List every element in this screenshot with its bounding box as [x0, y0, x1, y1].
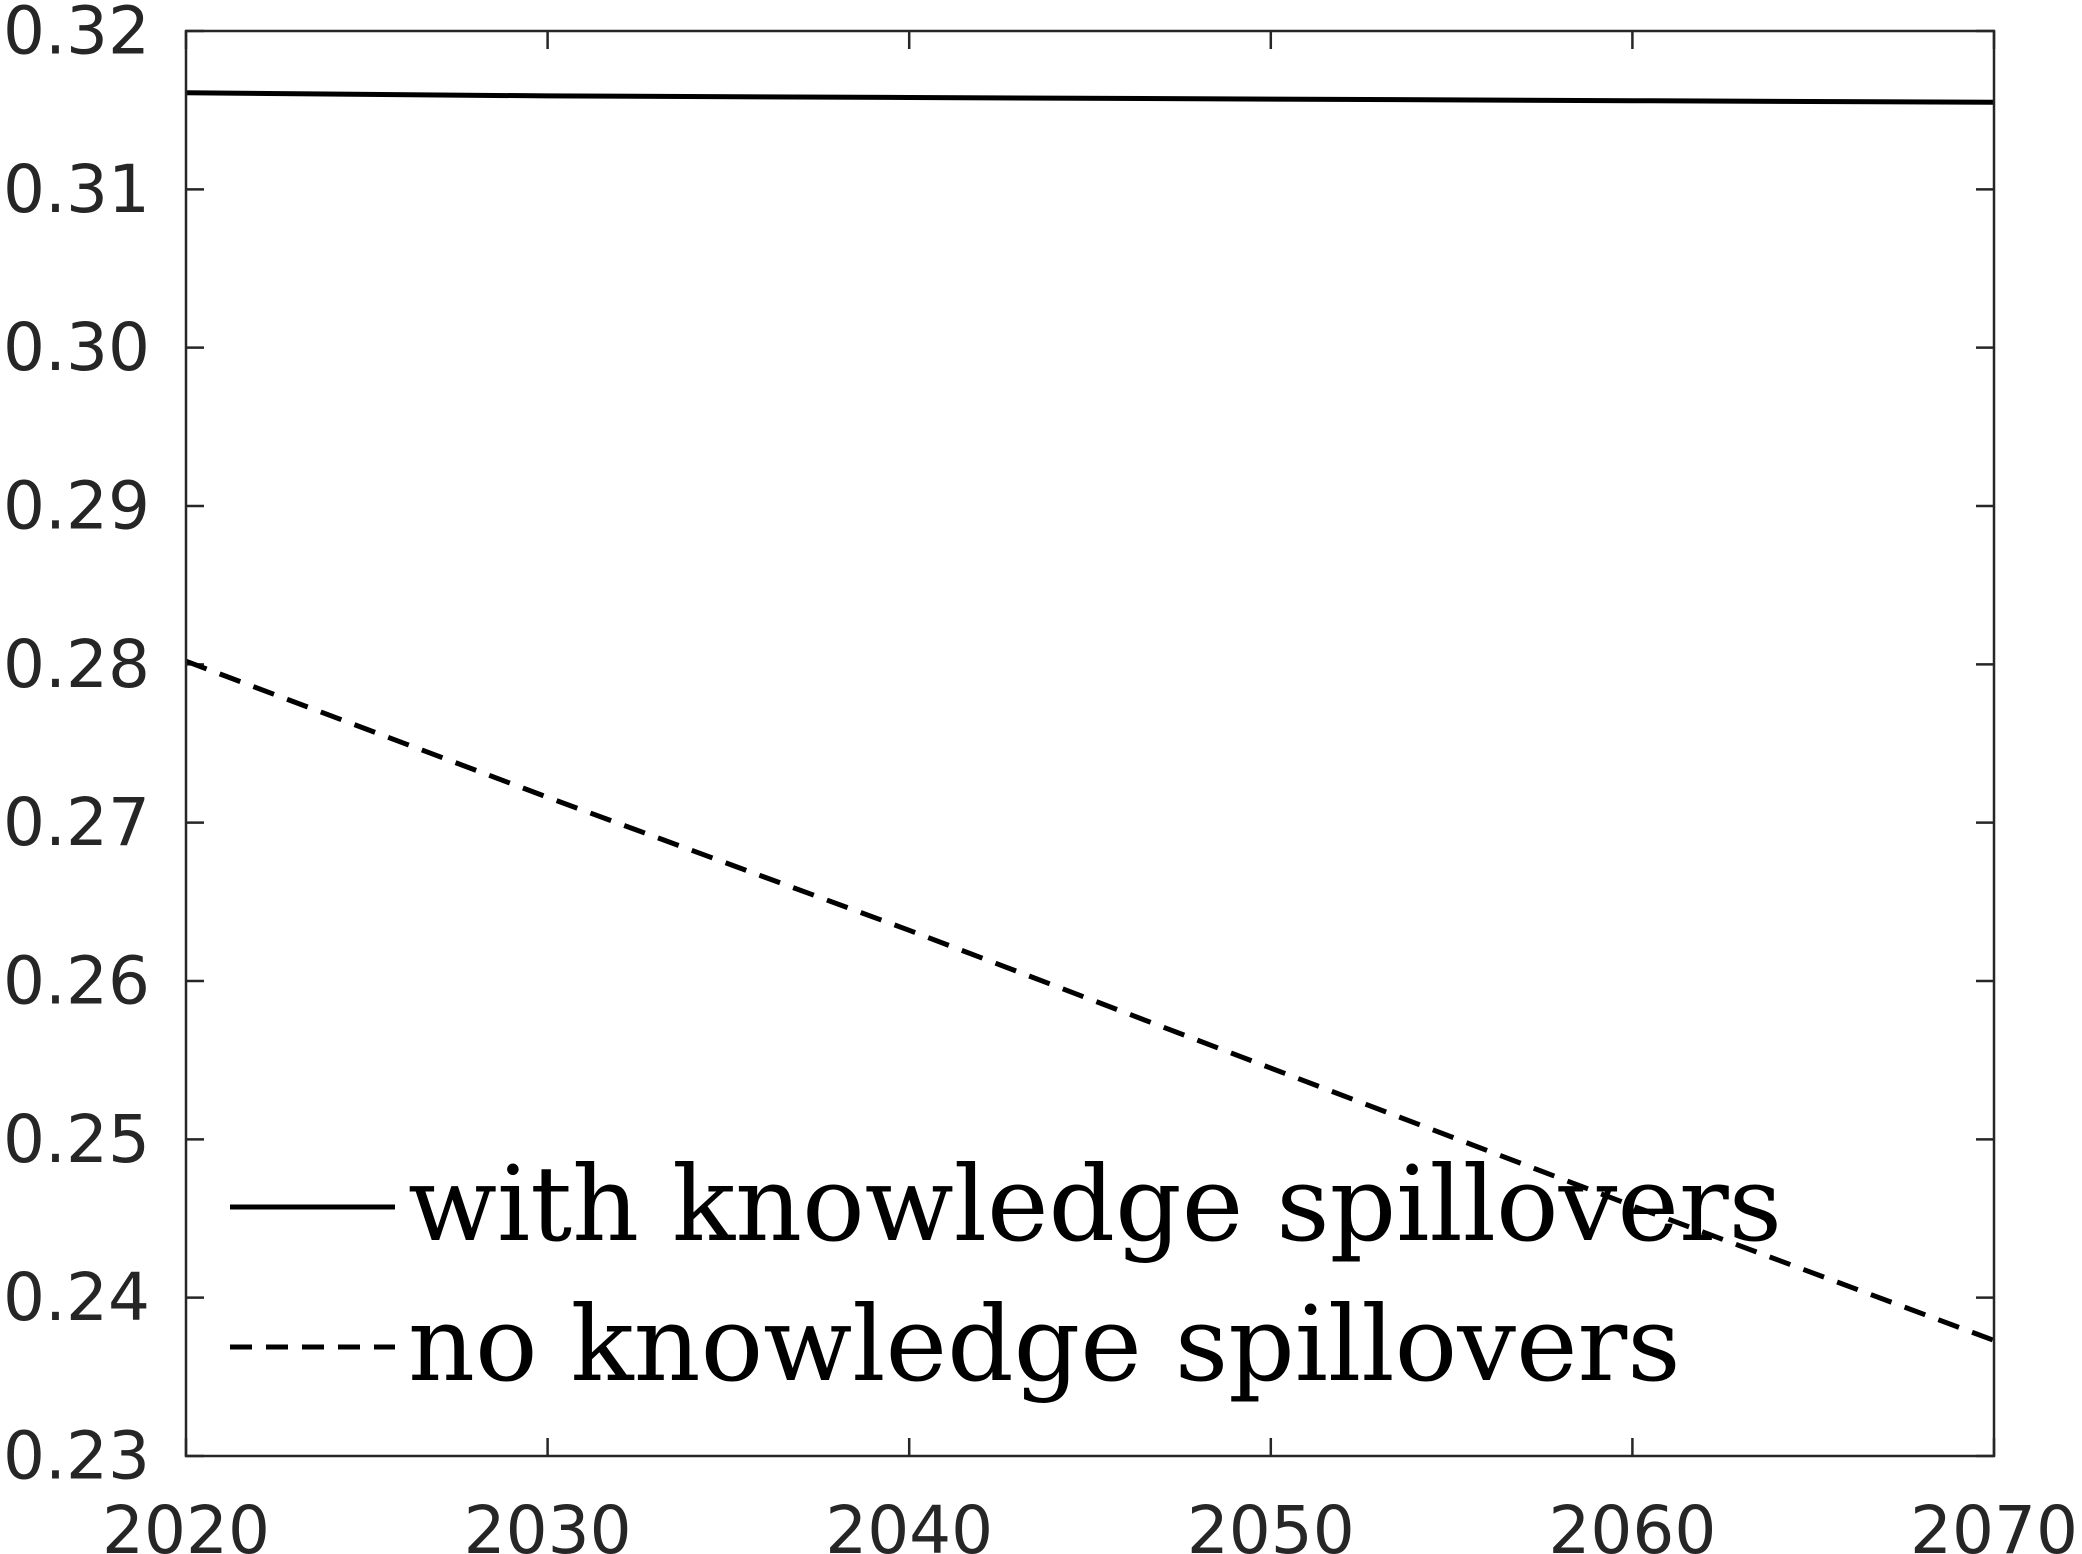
y-tick-label: 0.27 [3, 784, 150, 861]
series-layer [185, 90, 1995, 1343]
axis-ticks [184, 29, 1996, 1458]
x-tick-label: 2040 [825, 1492, 993, 1554]
y-tick-label: 0.24 [3, 1259, 150, 1336]
y-tick-label: 0.30 [3, 309, 150, 386]
y-axis-tick-labels: 0.23 0.24 0.25 0.26 0.27 0.28 0.29 0.30 0.31 0.32 [3, 0, 150, 1495]
x-tick-label: 2020 [102, 1492, 270, 1554]
legend-label: with knowledge spillovers [408, 1143, 1782, 1265]
x-tick-label: 2070 [1910, 1492, 2078, 1554]
y-tick-label: 0.29 [3, 468, 150, 545]
x-axis-tick-labels: 2020 2030 2040 2050 2060 2070 [102, 1492, 2078, 1554]
y-tick-label: 0.25 [3, 1101, 150, 1178]
y-tick-label: 0.26 [3, 943, 150, 1020]
plot-area-frame [184, 29, 1996, 1458]
y-tick-label: 0.23 [3, 1418, 150, 1495]
x-tick-label: 2030 [464, 1492, 632, 1554]
legend-label: no knowledge spillovers [408, 1283, 1681, 1405]
legend: with knowledge spillovers no knowledge sp… [230, 1143, 1782, 1405]
series-line-with-knowledge-spillovers [185, 90, 1995, 105]
y-tick-label: 0.28 [3, 626, 150, 703]
x-tick-label: 2050 [1187, 1492, 1355, 1554]
x-tick-label: 2060 [1548, 1492, 1716, 1554]
y-tick-label: 0.32 [3, 0, 150, 70]
y-tick-label: 0.31 [3, 151, 150, 228]
